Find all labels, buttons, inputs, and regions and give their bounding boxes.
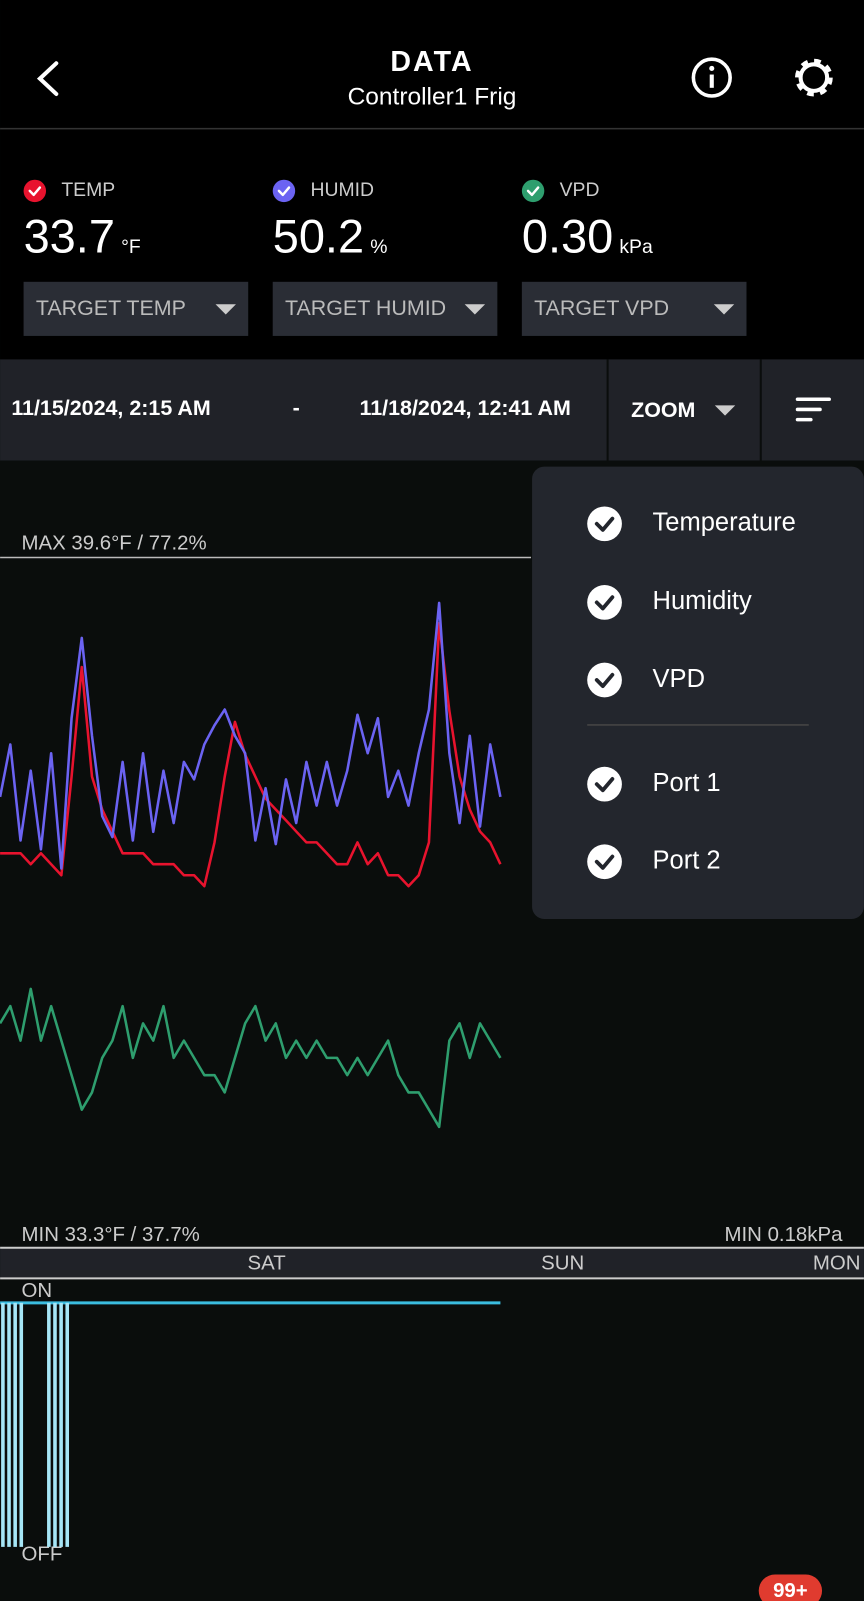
check-icon xyxy=(23,179,47,203)
title: DATA xyxy=(390,46,473,78)
sort-button[interactable] xyxy=(795,397,831,422)
check-mark xyxy=(277,186,291,197)
target-label: TARGET VPD xyxy=(534,296,669,320)
menu-panel xyxy=(532,466,864,919)
menu-item[interactable]: Temperature xyxy=(653,509,796,537)
date-separator: - xyxy=(293,396,300,420)
reading-unit: kPa xyxy=(619,236,653,258)
port-bar xyxy=(7,1302,11,1547)
check-mark xyxy=(28,186,42,197)
port-bar xyxy=(65,1302,70,1547)
min-label: MIN 33.3°F / 37.7% xyxy=(22,1224,200,1246)
target-select[interactable] xyxy=(272,281,498,336)
check-mark xyxy=(594,777,615,793)
back-button[interactable] xyxy=(36,61,59,96)
port-bar xyxy=(19,1302,24,1547)
x-tick-label: SAT xyxy=(248,1252,286,1274)
port-bars xyxy=(1,1302,70,1547)
check-icon xyxy=(272,179,296,203)
reading-label: VPD xyxy=(560,179,600,201)
x-tick-label: MON xyxy=(813,1252,861,1274)
settings-button[interactable] xyxy=(794,58,833,97)
reading-label: HUMID xyxy=(310,179,374,201)
check-icon xyxy=(587,506,622,542)
min-vpd-label: MIN 0.18kPa xyxy=(724,1224,843,1246)
target-label: TARGET TEMP xyxy=(36,296,186,320)
menu-item[interactable]: Port 1 xyxy=(653,769,721,797)
port-off-label: OFF xyxy=(22,1543,63,1565)
reading-unit: °F xyxy=(121,236,141,258)
app-bar xyxy=(0,0,864,129)
menu-item[interactable]: VPD xyxy=(653,665,705,693)
subtitle: Controller1 Frig xyxy=(348,83,517,110)
reading-value: 33.7 xyxy=(24,209,115,262)
series-menu: Temperature Humidity VPD Port 1 Port 2 xyxy=(532,466,864,919)
series-line xyxy=(0,987,502,1129)
port-bar xyxy=(59,1302,63,1547)
dropdown-icon xyxy=(714,405,736,416)
notification-badge xyxy=(758,1574,823,1601)
dropdown-icon xyxy=(464,304,486,315)
target-select[interactable] xyxy=(521,281,747,336)
check-icon xyxy=(587,766,622,802)
info-button[interactable] xyxy=(691,57,732,98)
port-bar xyxy=(1,1302,5,1547)
reading-label: TEMP xyxy=(61,179,115,201)
port-bar xyxy=(47,1302,51,1547)
reading-unit: % xyxy=(370,236,387,258)
port-bar xyxy=(13,1302,17,1547)
reading-value: 0.30 xyxy=(522,209,613,262)
x-axis-strip xyxy=(0,1247,864,1279)
series-line xyxy=(0,621,502,888)
check-icon xyxy=(521,179,545,203)
chart: MAX 39.6°F / 77.2% MIN 33.3°F / 37.7% MI… xyxy=(0,533,864,1565)
target-select[interactable] xyxy=(23,281,249,336)
x-tick-label: SUN xyxy=(541,1252,584,1274)
check-mark xyxy=(526,186,540,197)
series-line xyxy=(0,601,502,870)
port-bar xyxy=(53,1302,57,1547)
check-mark xyxy=(594,854,615,870)
check-icon xyxy=(587,585,622,620)
menu-item[interactable]: Port 2 xyxy=(653,846,721,874)
check-mark xyxy=(594,516,615,532)
check-mark xyxy=(594,672,615,689)
dropdown-icon xyxy=(713,304,735,315)
check-icon xyxy=(587,844,622,880)
start-date[interactable]: 11/15/2024, 2:15 AM xyxy=(11,396,210,420)
check-mark xyxy=(594,595,615,611)
port-on-label: ON xyxy=(22,1280,53,1302)
menu-item[interactable]: Humidity xyxy=(653,587,752,615)
check-icon xyxy=(587,662,622,698)
max-label: MAX 39.6°F / 77.2% xyxy=(22,533,207,555)
zoom-button[interactable]: ZOOM xyxy=(631,398,695,422)
badge-text: 99+ xyxy=(773,1580,808,1601)
target-label: TARGET HUMID xyxy=(285,296,446,320)
dropdown-icon xyxy=(215,304,236,315)
end-date[interactable]: 11/18/2024, 12:41 AM xyxy=(360,396,571,420)
reading-value: 50.2 xyxy=(273,209,364,262)
